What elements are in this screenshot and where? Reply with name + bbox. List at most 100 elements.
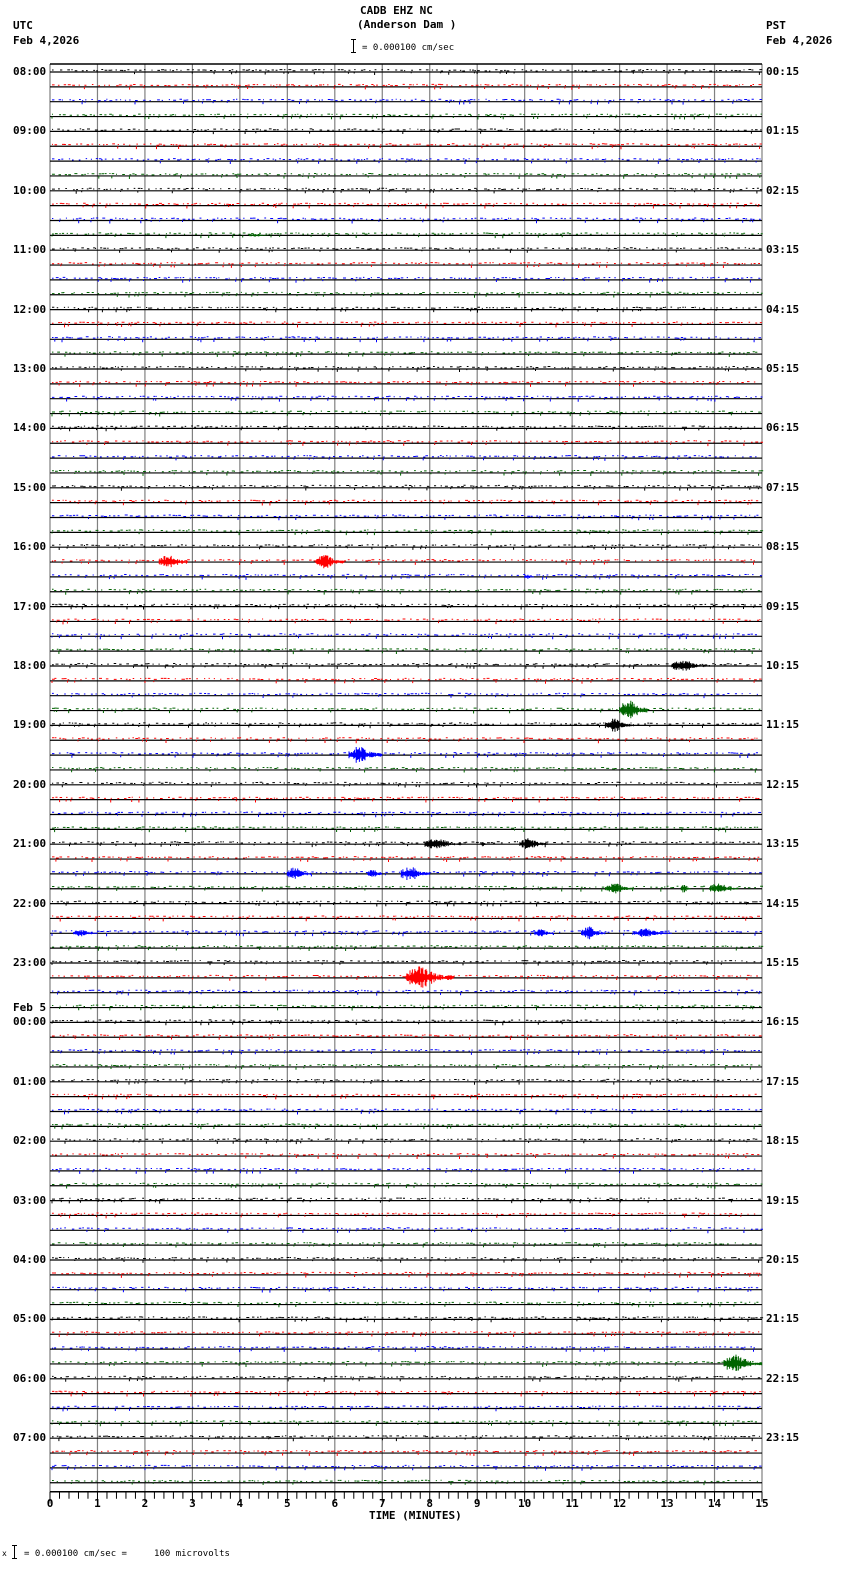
seismic-event xyxy=(248,234,269,237)
trace-noise xyxy=(52,83,762,90)
pst-hour-label: 01:15 xyxy=(766,124,800,138)
trace-noise xyxy=(52,1435,760,1442)
trace-noise xyxy=(52,1167,756,1174)
seismic-event xyxy=(709,883,739,893)
trace-noise xyxy=(52,841,760,848)
trace-noise xyxy=(52,514,759,521)
station-title: CADB EHZ NC xyxy=(360,4,433,17)
seismic-event xyxy=(581,926,606,940)
seismic-event xyxy=(604,883,634,894)
footer-scale-bar-icon xyxy=(12,1545,17,1559)
trace-noise xyxy=(52,1390,761,1397)
trace-noise xyxy=(52,1301,759,1308)
trace-noise xyxy=(52,1049,760,1055)
pst-hour-label: 09:15 xyxy=(766,599,800,613)
utc-hour-label: 12:00 xyxy=(13,302,47,316)
trace-noise xyxy=(52,1346,755,1353)
right-timezone: PST xyxy=(766,19,786,32)
seismic-event xyxy=(524,574,534,579)
utc-hour-label: 15:00 xyxy=(13,480,47,494)
utc-hour-label: 00:00 xyxy=(13,1015,47,1029)
trace-noise xyxy=(51,960,762,966)
trace-noise xyxy=(52,262,760,268)
seismic-event xyxy=(158,555,188,568)
trace-noise xyxy=(52,366,760,372)
trace-noise xyxy=(52,247,762,253)
trace-noise xyxy=(52,128,762,135)
pst-hour-label: 12:15 xyxy=(766,777,800,791)
trace-noise xyxy=(52,173,762,179)
seismic-event xyxy=(286,867,311,879)
x-tick-label: 9 xyxy=(473,1497,481,1510)
trace-noise xyxy=(52,573,762,580)
trace-noise xyxy=(52,499,759,506)
utc-hour-label: 16:00 xyxy=(13,540,47,554)
pst-hour-label: 19:15 xyxy=(766,1193,800,1207)
utc-hour-label: 03:00 xyxy=(13,1193,47,1207)
seismic-event xyxy=(315,555,345,569)
x-tick-label: 0 xyxy=(46,1497,54,1510)
trace-noise xyxy=(52,1078,763,1085)
pst-hour-label: 17:15 xyxy=(766,1074,800,1088)
trace-noise xyxy=(52,900,761,907)
station-site: (Anderson Dam ) xyxy=(357,18,457,31)
trace-noise xyxy=(52,98,762,105)
trace-noise xyxy=(51,410,761,417)
utc-hour-label: 22:00 xyxy=(13,896,47,910)
seismic-event xyxy=(481,842,487,847)
left-date: Feb 4,2026 xyxy=(13,34,80,47)
x-axis-title: TIME (MINUTES) xyxy=(369,1509,462,1522)
utc-hour-label: 02:00 xyxy=(13,1134,47,1148)
x-tick-label: 13 xyxy=(660,1497,674,1510)
utc-hour-label: 11:00 xyxy=(13,243,47,257)
trace-noise xyxy=(51,633,757,640)
x-tick-label: 14 xyxy=(707,1497,722,1510)
utc-hour-label: 17:00 xyxy=(13,599,47,613)
utc-hour-label: 07:00 xyxy=(13,1431,47,1445)
pst-hour-label: 04:15 xyxy=(766,302,800,316)
trace-noise xyxy=(52,1271,761,1278)
right-date: Feb 4,2026 xyxy=(766,34,833,47)
trace-noise xyxy=(52,217,761,224)
x-tick-label: 1 xyxy=(94,1497,101,1510)
trace-noise xyxy=(52,1153,760,1160)
trace-noise xyxy=(51,1197,761,1204)
x-tick-label: 7 xyxy=(378,1497,386,1510)
trace-noise xyxy=(52,143,762,150)
trace-noise xyxy=(52,425,756,432)
trace-noise xyxy=(52,945,764,952)
trace-noise xyxy=(52,395,763,402)
x-tick-label: 15 xyxy=(755,1497,769,1510)
pst-hour-label: 15:15 xyxy=(766,956,800,969)
utc-hour-label: 21:00 xyxy=(13,837,47,851)
x-tick-label: 6 xyxy=(331,1497,339,1510)
utc-hour-label: 23:00 xyxy=(13,956,47,969)
trace-noise xyxy=(51,722,759,729)
trace-noise xyxy=(52,1227,763,1234)
seismic-event xyxy=(723,1354,763,1371)
pst-hour-label: 11:15 xyxy=(766,718,800,732)
pst-hour-label: 00:15 xyxy=(766,65,800,78)
seismic-event xyxy=(680,885,691,893)
seismic-event xyxy=(533,929,554,937)
seismic-event xyxy=(348,747,383,763)
pst-hour-label: 10:15 xyxy=(766,659,800,672)
trace-noise xyxy=(52,559,755,566)
scale-label: = 0.000100 cm/sec xyxy=(362,43,455,53)
trace-noise xyxy=(52,306,757,313)
date-change-label: Feb 5 xyxy=(13,1001,47,1015)
trace-noise xyxy=(52,974,758,981)
trace-noise xyxy=(51,1464,762,1471)
seismic-event xyxy=(405,966,454,988)
trace-noise xyxy=(52,588,761,595)
trace-noise xyxy=(52,1257,764,1263)
trace-noise xyxy=(52,336,762,343)
pst-hour-label: 21:15 xyxy=(766,1312,800,1326)
trace-noise xyxy=(52,603,761,610)
pst-hour-label: 03:15 xyxy=(766,243,800,257)
trace-noise xyxy=(51,1420,757,1427)
utc-hour-label: 10:00 xyxy=(13,183,47,197)
trace-noise xyxy=(52,1361,762,1367)
trace-noise xyxy=(51,113,762,120)
trace-noise xyxy=(52,380,756,387)
